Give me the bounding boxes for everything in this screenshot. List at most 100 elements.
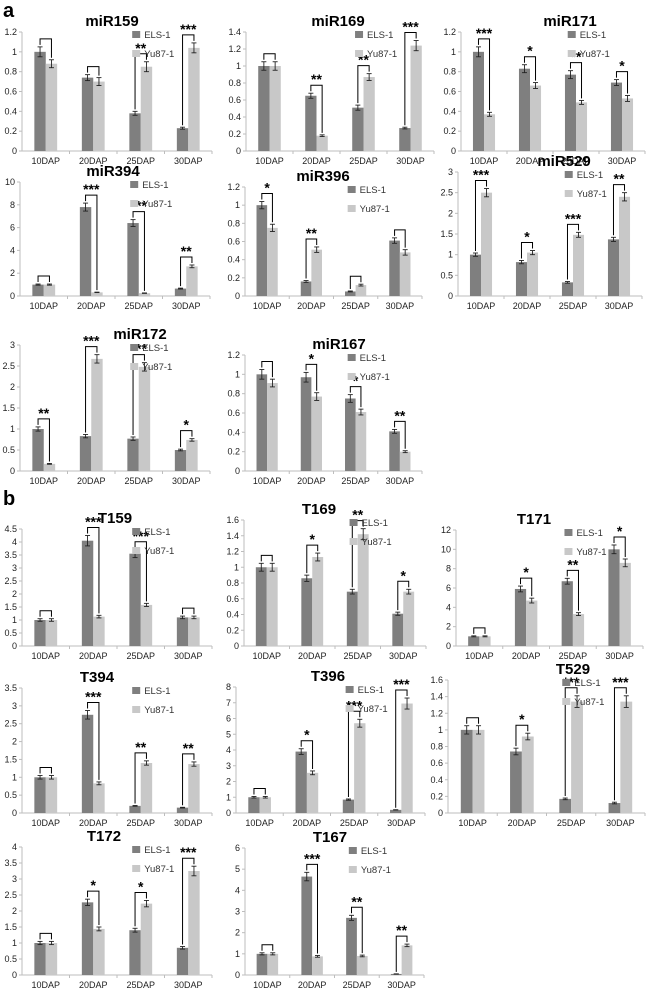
x-category-label: 10DAP [245, 818, 274, 828]
y-tick-label: 0 [235, 970, 240, 980]
legend-swatch-ELS-1 [132, 528, 141, 535]
y-tick-label: 1.5 [4, 602, 17, 612]
bar-ELS-1-10DAP [256, 374, 268, 471]
bar-ELS-1-20DAP [300, 377, 312, 471]
y-tick-label: 0.5 [4, 790, 17, 800]
significance-bracket [87, 702, 100, 780]
y-tick-label: 1 [235, 369, 240, 379]
y-tick-label: 10 [5, 177, 15, 187]
chart-T159: T159 0 0.5 1 1.5 2 2.5 3 3.5 4 4.5 10DAP 20DAP *** 25D… [4, 510, 213, 661]
y-tick-label: 4 [10, 245, 15, 255]
y-tick-label: 4 [235, 885, 240, 895]
significance-bracket [306, 544, 319, 574]
y-tick-label: 0 [438, 808, 443, 818]
chart-title: T172 [87, 828, 121, 845]
y-tick-label: 0.2 [228, 129, 241, 139]
y-tick-label: 2 [12, 906, 17, 916]
bar-ELS-1-25DAP [352, 107, 364, 151]
legend-label: ELS-1 [358, 685, 384, 696]
bar-Yu87-1-10DAP [267, 953, 279, 975]
chart-T167: T167 0 1 2 3 4 5 6 10DAP 20DAP *** 25DAP ** 30DAP ** EL… [235, 829, 425, 990]
y-tick-label: 1 [226, 792, 231, 802]
y-tick-label: 0.5 [2, 445, 15, 455]
legend-label: ELS-1 [361, 846, 387, 857]
legend-swatch-Yu87-1 [347, 373, 356, 380]
significance-label: * [309, 350, 315, 366]
y-tick-label: 2 [12, 737, 17, 747]
bar-Yu87-1-20DAP [527, 252, 539, 296]
x-category-label: 25DAP [341, 476, 370, 486]
y-tick-label: 3.5 [4, 858, 17, 868]
bar-ELS-1-10DAP [255, 567, 267, 646]
y-tick-label: 1.2 [228, 44, 241, 54]
bar-Yu87-1-30DAP [401, 703, 413, 813]
bar-Yu87-1-10DAP [45, 620, 58, 646]
y-tick-label: 1.2 [430, 708, 443, 718]
bar-Yu87-1-10DAP [43, 463, 56, 471]
bar-Yu87-1-30DAP [403, 591, 415, 646]
y-tick-label: 0.2 [430, 791, 443, 801]
bar-ELS-1-30DAP [392, 613, 404, 646]
y-tick-label: 0 [12, 146, 17, 156]
bar-Yu87-1-10DAP [266, 567, 278, 646]
x-category-label: 10DAP [31, 818, 60, 828]
y-tick-label: 0.2 [4, 126, 17, 136]
y-tick-label: 0.6 [4, 87, 17, 97]
y-tick-label: 2.5 [4, 719, 17, 729]
x-category-label: 10DAP [31, 156, 60, 166]
bar-ELS-1-30DAP [174, 288, 187, 296]
significance-bracket [310, 84, 323, 133]
legend-swatch-Yu87-1 [132, 547, 141, 554]
significance-bracket [612, 184, 626, 236]
significance-bracket [404, 32, 417, 126]
bar-Yu87-1-30DAP [186, 439, 198, 471]
y-tick-label: 1 [448, 250, 453, 260]
significance-bracket [134, 752, 147, 804]
y-tick-label: 0.8 [227, 389, 240, 399]
y-tick-label: 1.5 [440, 229, 453, 239]
y-tick-label: 0.8 [226, 578, 239, 588]
y-tick-label: 1 [438, 725, 443, 735]
significance-bracket [263, 53, 276, 60]
legend-swatch-ELS-1 [564, 529, 573, 536]
significance-bracket [523, 56, 537, 81]
bar-ELS-1-10DAP [258, 66, 270, 151]
significance-label: ** [135, 40, 146, 56]
chart-title: miR529 [537, 153, 590, 170]
legend-label: Yu87-1 [577, 189, 607, 200]
chart-T394: T394 0 0.5 1 1.5 2 2.5 3 3.5 10DAP 20DAP *** 25DAP **… [4, 669, 213, 828]
x-category-label: 30DAP [605, 651, 634, 661]
significance-label: ** [571, 49, 582, 65]
significance-bracket [394, 420, 406, 449]
legend-swatch-Yu87-1 [130, 200, 139, 207]
x-category-label: 25DAP [126, 651, 155, 661]
y-tick-label: 2 [235, 928, 240, 938]
significance-label: *** [85, 514, 102, 530]
x-category-label: 10DAP [465, 651, 494, 661]
bar-Yu87-1-30DAP [619, 562, 631, 646]
significance-label: *** [85, 689, 102, 705]
chart-title: T159 [98, 510, 132, 527]
legend-label: ELS-1 [360, 353, 386, 364]
chart-title: miR394 [86, 163, 140, 180]
y-tick-label: 3 [226, 761, 231, 771]
legend-label: Yu87-1 [142, 199, 172, 210]
significance-bracket [182, 607, 195, 615]
y-tick-label: 0.8 [228, 78, 241, 88]
y-tick-label: 1.5 [2, 403, 15, 413]
bar-Yu87-1-20DAP [91, 292, 103, 296]
legend-swatch-ELS-1 [355, 31, 364, 38]
y-tick-label: 0 [446, 641, 451, 651]
legend-swatch-Yu87-1 [132, 50, 141, 57]
significance-bracket [347, 710, 361, 797]
significance-label: * [304, 727, 310, 743]
bar-Yu87-1-25DAP [573, 234, 585, 296]
significance-bracket [566, 569, 579, 611]
x-category-label: 20DAP [302, 156, 331, 166]
panel-label-b: b [3, 488, 15, 510]
y-tick-label: 0.6 [227, 237, 240, 247]
legend-label: Yu87-1 [574, 697, 604, 708]
bar-ELS-1-30DAP [390, 809, 402, 813]
y-tick-label: 2 [448, 208, 453, 218]
y-tick-label: 1.2 [227, 350, 240, 360]
